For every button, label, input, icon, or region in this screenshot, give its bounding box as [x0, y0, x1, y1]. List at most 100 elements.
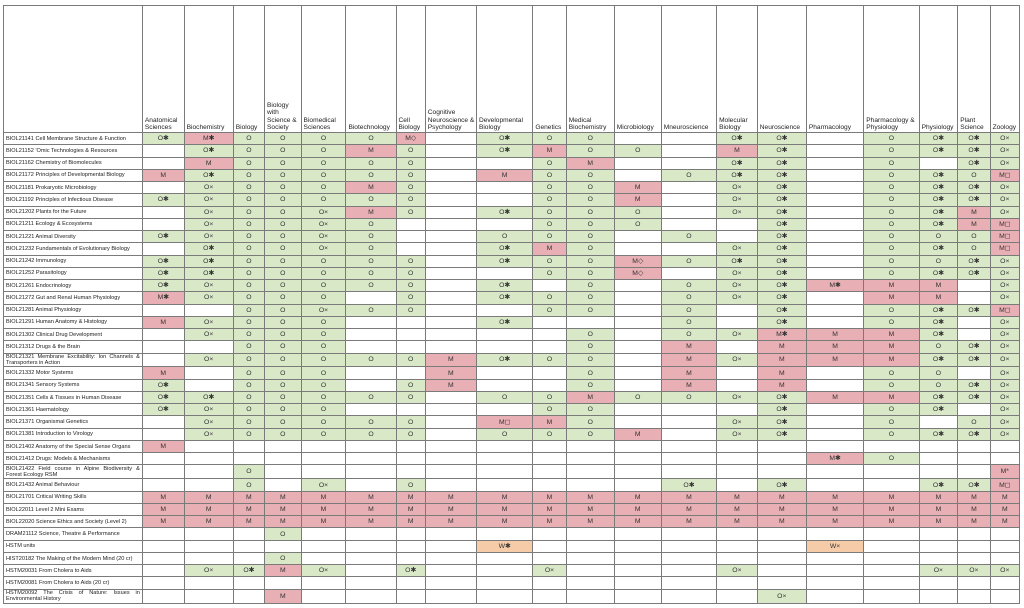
status-cell — [805, 564, 865, 578]
status-cell — [300, 539, 347, 553]
status-cell: O× — [989, 315, 1021, 330]
status-cell: O✱ — [918, 327, 959, 342]
status-cell: O — [395, 415, 426, 429]
status-cell: M — [141, 490, 185, 504]
module-name-cell: BIOL21172 Principles of Developmental Bi… — [3, 168, 143, 183]
status-cell — [660, 156, 718, 170]
status-cell: O — [232, 229, 266, 244]
status-cell: M — [424, 515, 477, 529]
status-cell: O — [660, 229, 718, 244]
status-cell — [613, 452, 662, 466]
status-cell: O — [395, 427, 426, 441]
status-cell: O× — [989, 205, 1021, 219]
status-cell: O — [532, 352, 567, 368]
status-cell: O — [300, 291, 347, 305]
status-cell: O — [565, 427, 615, 441]
status-cell: O✱ — [475, 205, 534, 219]
status-cell — [613, 564, 662, 578]
status-cell — [716, 403, 758, 417]
table-row: DRAM21112 Science, Theatre & Performance… — [3, 527, 1021, 541]
status-cell — [613, 242, 662, 256]
status-cell: M◻ — [989, 242, 1021, 256]
status-cell: O✱ — [957, 352, 991, 368]
status-cell — [475, 452, 534, 466]
status-cell: O — [264, 366, 302, 380]
status-cell: O× — [300, 205, 347, 219]
status-cell: M — [565, 515, 615, 529]
module-name-cell: HSTM20031 From Cholera to Aids — [3, 564, 143, 578]
status-cell — [141, 564, 185, 578]
module-name-cell: BIOL21701 Critical Writing Skills — [3, 490, 143, 504]
status-cell — [863, 527, 920, 541]
status-cell: O — [565, 242, 615, 256]
table-row: HSTM units W✱ W× — [3, 539, 1021, 553]
status-cell: O× — [183, 291, 234, 305]
status-cell: M — [565, 502, 615, 517]
status-cell — [613, 315, 662, 330]
status-cell — [141, 352, 185, 368]
status-cell — [395, 452, 426, 466]
status-cell: O — [300, 415, 347, 429]
status-cell: M — [756, 490, 807, 504]
status-cell: M — [989, 515, 1021, 529]
status-cell — [395, 327, 426, 342]
status-cell: O — [300, 327, 347, 342]
status-cell — [300, 439, 347, 454]
status-cell: M — [395, 515, 426, 529]
status-cell: O✱ — [716, 168, 758, 183]
status-cell — [264, 464, 302, 480]
status-cell — [345, 478, 397, 492]
status-cell: M◇ — [613, 254, 662, 268]
status-cell: M — [863, 278, 920, 293]
status-cell — [660, 131, 718, 146]
status-cell: M — [424, 378, 477, 392]
status-cell — [395, 403, 426, 417]
status-cell: M✱ — [183, 131, 234, 146]
status-cell: O — [532, 156, 567, 170]
table-row: HSTM20092 The Crisis of Nature: Issues i… — [3, 588, 1021, 605]
status-cell: O — [232, 366, 266, 380]
status-cell: O× — [183, 205, 234, 219]
status-cell: O — [300, 144, 347, 158]
table-row: BIOL21152 'Omic Technologies & Resources… — [3, 144, 1021, 158]
status-cell: O — [345, 352, 397, 368]
status-cell — [345, 452, 397, 466]
status-cell: O — [264, 340, 302, 354]
status-cell: M — [863, 502, 920, 517]
status-cell — [805, 478, 865, 492]
status-cell — [613, 439, 662, 454]
status-cell — [613, 168, 662, 183]
status-cell: M — [613, 502, 662, 517]
status-cell — [424, 340, 477, 354]
status-cell: O — [232, 156, 266, 170]
status-cell — [613, 291, 662, 305]
module-name-cell: BIOL21412 Drugs: Models & Mechanisms — [3, 452, 143, 466]
table-row: BIOL21261 Endocrinology O✱ O× O O O O O O✱ O O O× O✱… — [3, 278, 1021, 293]
status-cell: O× — [183, 403, 234, 417]
status-cell — [475, 303, 534, 317]
status-cell — [918, 539, 959, 553]
status-cell — [613, 229, 662, 244]
status-cell — [805, 403, 865, 417]
status-cell — [424, 144, 477, 158]
status-cell — [660, 427, 718, 441]
status-cell: O — [232, 180, 266, 195]
status-cell — [300, 527, 347, 541]
status-cell: M — [183, 490, 234, 504]
status-cell: O — [232, 352, 266, 368]
status-cell: O✱ — [183, 266, 234, 281]
status-cell: O — [863, 242, 920, 256]
module-name-cell: BIOL21321 Membrane Excitability: Ion Cha… — [3, 352, 143, 368]
status-cell: O× — [716, 327, 758, 342]
status-cell — [183, 551, 234, 566]
status-cell: O✱ — [918, 352, 959, 368]
status-cell — [918, 464, 959, 480]
status-cell: O — [300, 193, 347, 207]
status-cell: O✱ — [957, 144, 991, 158]
status-cell: M — [918, 490, 959, 504]
status-cell: O× — [300, 217, 347, 232]
status-cell — [613, 588, 662, 605]
module-name-cell: BIOL21371 Organismal Genetics — [3, 415, 143, 429]
module-name-cell: BIOL21291 Human Anatomy & Histology — [3, 315, 143, 330]
status-cell — [716, 478, 758, 492]
